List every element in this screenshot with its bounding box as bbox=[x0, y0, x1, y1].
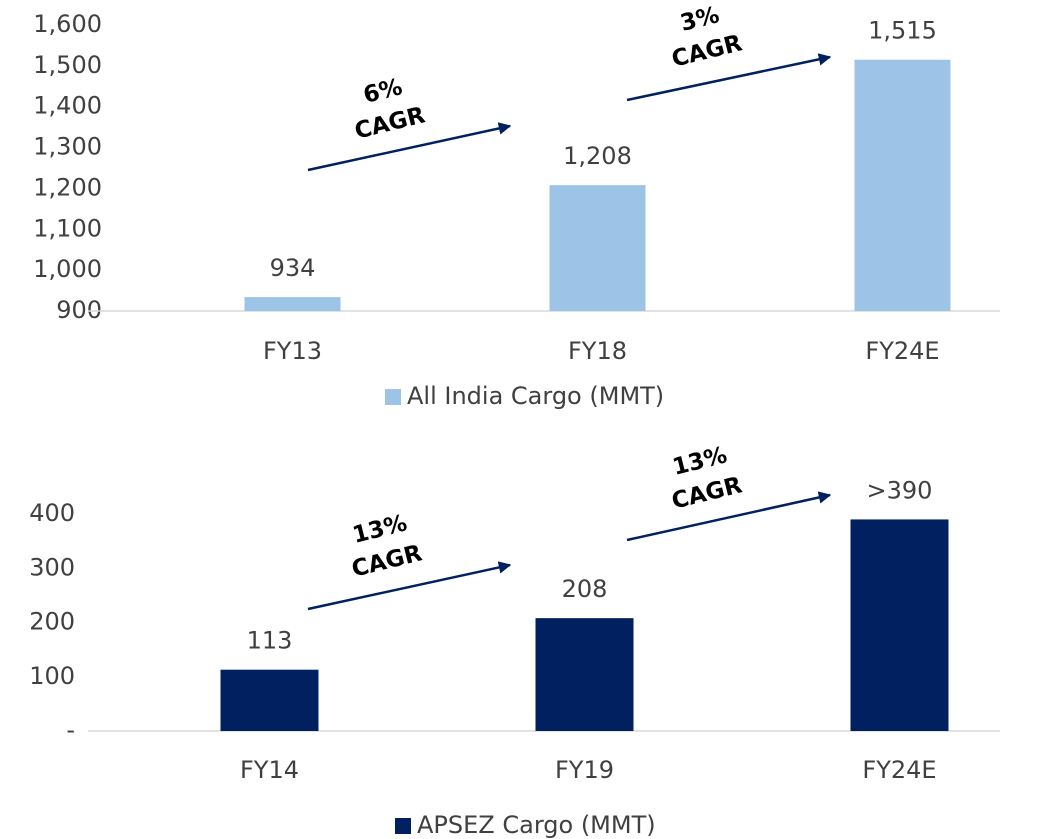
y-tick-label: - bbox=[66, 716, 75, 744]
y-tick-label: 1,200 bbox=[33, 173, 102, 201]
value-label: 208 bbox=[562, 575, 608, 603]
value-label: 1,208 bbox=[563, 142, 632, 170]
x-tick-label: FY19 bbox=[555, 756, 614, 784]
y-tick-label: 1,400 bbox=[33, 92, 102, 120]
bar bbox=[535, 618, 634, 731]
y-tick-label: 100 bbox=[29, 662, 75, 690]
x-tick-label: FY24E bbox=[865, 337, 939, 365]
y-tick-label: 1,100 bbox=[33, 214, 102, 242]
value-label: 934 bbox=[270, 254, 316, 282]
y-tick-label: 300 bbox=[29, 553, 75, 581]
y-tick-label: 1,600 bbox=[33, 10, 102, 38]
bar bbox=[549, 185, 646, 311]
y-tick-label: 900 bbox=[56, 296, 102, 324]
value-label: 1,515 bbox=[868, 17, 937, 45]
bar bbox=[244, 297, 341, 311]
x-tick-label: FY13 bbox=[263, 337, 322, 365]
cagr-annotation: 13% bbox=[670, 442, 730, 481]
cagr-arrow bbox=[626, 53, 832, 102]
y-tick-label: 1,500 bbox=[33, 51, 102, 79]
y-tick-label: 1,300 bbox=[33, 133, 102, 161]
value-label: 113 bbox=[247, 627, 293, 655]
x-tick-label: FY18 bbox=[568, 337, 627, 365]
legend-label: All India Cargo (MMT) bbox=[407, 382, 664, 410]
legend-swatch bbox=[395, 818, 411, 834]
cagr-arrow bbox=[307, 122, 512, 172]
x-tick-label: FY24E bbox=[862, 756, 936, 784]
cagr-annotation: 3% bbox=[678, 2, 722, 37]
bar bbox=[220, 669, 319, 731]
bar bbox=[850, 519, 949, 731]
cagr-arrow bbox=[307, 561, 512, 611]
y-tick-label: 200 bbox=[29, 608, 75, 636]
x-tick-label: FY14 bbox=[240, 756, 299, 784]
value-label: >390 bbox=[867, 476, 933, 504]
bar bbox=[854, 59, 951, 311]
y-tick-label: 1,000 bbox=[33, 255, 102, 283]
cagr-annotation: CAGR bbox=[352, 102, 428, 145]
cagr-arrow bbox=[626, 491, 832, 542]
legend-label: APSEZ Cargo (MMT) bbox=[417, 811, 656, 839]
cagr-annotation: 13% bbox=[350, 510, 410, 549]
cagr-annotation: CAGR bbox=[669, 30, 745, 73]
y-tick-label: 400 bbox=[29, 499, 75, 527]
legend-swatch bbox=[385, 389, 401, 405]
cagr-annotation: 6% bbox=[361, 74, 405, 109]
